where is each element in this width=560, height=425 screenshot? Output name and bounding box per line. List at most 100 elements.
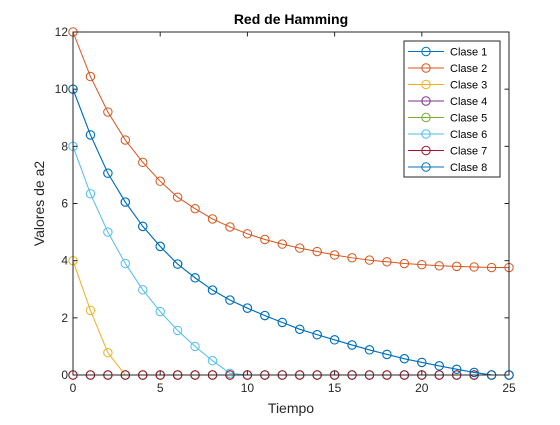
data-point xyxy=(103,348,113,358)
data-point xyxy=(190,341,200,352)
data-point xyxy=(295,324,305,334)
data-point xyxy=(260,310,270,321)
data-point xyxy=(172,259,183,269)
data-point xyxy=(138,285,148,295)
x-tick-label: 15 xyxy=(328,381,342,395)
chart-title: Red de Hamming xyxy=(234,11,348,27)
data-point xyxy=(399,354,410,364)
data-point xyxy=(486,262,497,273)
data-point xyxy=(329,335,340,345)
legend-item-clase-5[interactable]: Clase 5 xyxy=(408,113,487,125)
data-point xyxy=(155,176,165,186)
legend-label: Clase 5 xyxy=(450,113,487,125)
legend-item-clase-4[interactable]: Clase 4 xyxy=(408,96,487,108)
series-8 xyxy=(68,84,514,380)
legend-item-clase-7[interactable]: Clase 7 xyxy=(408,146,487,158)
data-point xyxy=(103,107,113,117)
legend-label: Clase 4 xyxy=(450,96,487,108)
legend-item-clase-6[interactable]: Clase 6 xyxy=(408,129,487,141)
legend-item-clase-3[interactable]: Clase 3 xyxy=(408,80,487,92)
data-point xyxy=(120,258,131,269)
x-tick-label: 5 xyxy=(157,381,164,395)
legend-label: Clase 3 xyxy=(450,80,487,92)
data-point xyxy=(138,221,148,232)
legend-label: Clase 7 xyxy=(450,146,487,158)
y-tick-label: 10 xyxy=(55,82,69,96)
legend-label: Clase 6 xyxy=(450,129,487,141)
data-point xyxy=(155,241,165,252)
data-point xyxy=(85,305,96,316)
x-tick-label: 0 xyxy=(70,381,77,395)
data-point xyxy=(434,361,444,371)
data-point xyxy=(85,130,96,140)
legend[interactable]: Clase 1 Clase 2 Clase 3 Clase 4 Clase 5 Clase… xyxy=(403,40,501,178)
data-point xyxy=(207,214,218,224)
axes-layer: 0 5 10 15 20 25 0 2 4 6 8 10 12 xyxy=(55,25,516,395)
x-tick-label: 20 xyxy=(415,381,429,395)
data-point xyxy=(120,135,131,145)
x-tick-label: 10 xyxy=(241,381,255,395)
data-point xyxy=(85,71,96,82)
legend-marker-icon xyxy=(421,63,431,73)
legend-label: Clase 8 xyxy=(450,162,487,174)
data-point xyxy=(103,227,113,237)
data-point xyxy=(85,189,96,199)
data-point xyxy=(312,246,322,257)
data-point xyxy=(469,262,479,272)
data-point xyxy=(225,295,235,305)
legend-item-clase-2[interactable]: Clase 2 xyxy=(408,63,487,75)
data-point xyxy=(347,253,357,263)
data-point xyxy=(382,349,392,360)
legend-marker-icon xyxy=(421,46,431,57)
data-point xyxy=(399,258,410,269)
data-point xyxy=(417,357,427,368)
y-tick-label: 0 xyxy=(61,368,68,382)
data-point xyxy=(155,306,165,317)
data-point xyxy=(190,273,200,283)
data-point xyxy=(277,239,287,249)
data-point xyxy=(207,285,218,295)
legend-label: Clase 1 xyxy=(450,47,487,59)
data-point xyxy=(312,330,322,340)
data-point xyxy=(329,250,340,260)
data-point xyxy=(364,255,375,265)
data-point xyxy=(347,340,357,350)
y-axis-label: Valores de a2 xyxy=(31,161,47,247)
legend-marker-icon xyxy=(421,112,431,123)
data-point xyxy=(451,261,462,272)
x-axis-label: Tiempo xyxy=(268,400,314,416)
legend-item-clase-1[interactable]: Clase 1 xyxy=(408,47,487,59)
y-tick-label: 8 xyxy=(61,139,68,153)
legend-box xyxy=(403,40,501,178)
y-tick-label: 2 xyxy=(61,311,68,325)
data-point xyxy=(242,303,253,313)
legend-marker-icon xyxy=(421,79,431,90)
data-point xyxy=(451,364,462,374)
data-point xyxy=(207,356,218,366)
legend-marker-icon xyxy=(421,145,431,156)
legend-item-clase-8[interactable]: Clase 8 xyxy=(408,162,487,174)
data-point xyxy=(277,317,287,328)
data-point xyxy=(103,168,113,178)
legend-label: Clase 2 xyxy=(450,63,487,75)
data-point xyxy=(172,192,183,202)
data-point xyxy=(434,261,444,271)
legend-marker-icon xyxy=(421,96,431,106)
legend-marker-icon xyxy=(421,162,431,172)
y-tick-label: 4 xyxy=(61,254,68,268)
data-point xyxy=(225,222,235,232)
data-point xyxy=(190,203,200,214)
data-point xyxy=(364,345,375,355)
legend-marker-icon xyxy=(421,129,431,139)
x-tick-label: 25 xyxy=(502,381,516,395)
y-tick-label: 12 xyxy=(55,25,69,39)
data-point xyxy=(120,197,131,207)
y-tick-label: 6 xyxy=(61,197,68,211)
data-point xyxy=(242,229,253,239)
data-point xyxy=(469,367,479,378)
data-point xyxy=(138,157,148,168)
data-point xyxy=(172,325,183,336)
data-point xyxy=(260,234,270,245)
